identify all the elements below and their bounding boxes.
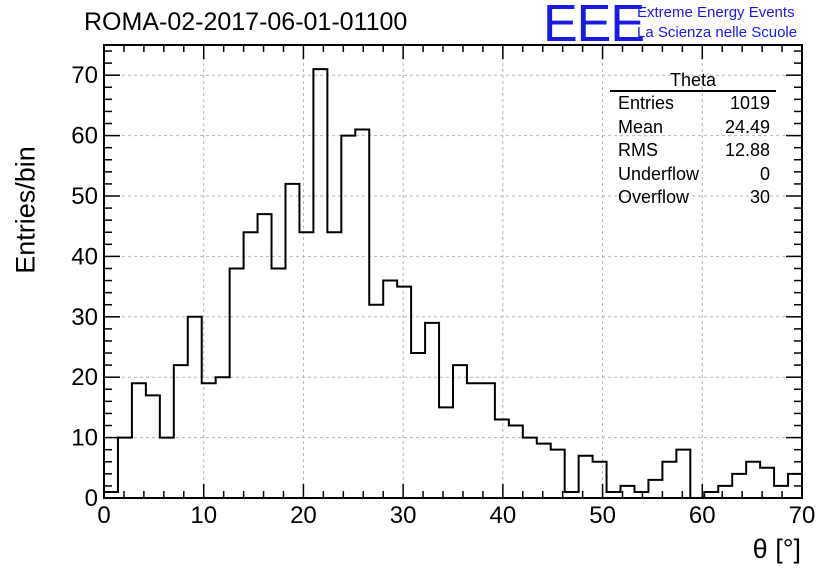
histogram-bin [481,383,495,498]
stats-label: Overflow [618,187,690,207]
y-tick-label: 40 [71,243,98,270]
histogram-bin [118,438,132,498]
histogram-bin [676,450,690,498]
histogram-bin [174,365,188,498]
histogram-bin [718,486,732,498]
stats-box: Theta Entries 1019 Mean 24.49 RMS 12.88 Und… [610,70,776,210]
plot-frame [103,44,803,499]
histogram-bin [355,130,369,498]
histogram-bin [551,450,565,498]
histogram-bin [299,232,313,498]
histogram-bin [746,462,760,498]
y-axis-label-box: Entries/bin [6,110,46,310]
histogram-bin [439,407,453,498]
histogram-outline [103,68,803,499]
histogram-bin [216,377,230,498]
histogram-bin [230,268,244,498]
x-tick-label: 10 [190,502,217,529]
stats-label: Mean [618,116,664,137]
x-tick-label: 40 [490,502,517,529]
eee-logo: EEE [543,0,645,53]
chart-title: ROMA-02-2017-06-01-01100 [84,8,408,36]
stats-label: Underflow [618,163,700,184]
histogram-bin [662,462,676,498]
stats-value: 1019 [729,93,770,113]
x-tick-label: 0 [97,502,110,529]
stats-row: Mean 24.49 [610,116,776,140]
y-tick-label: 10 [71,425,98,452]
histogram-bin [383,281,397,498]
histogram-bin [774,486,788,498]
histogram-bin [369,305,383,498]
histogram-bin [732,474,746,498]
x-axis-label: θ [°] [752,534,801,564]
stats-row: Entries 1019 [610,92,776,116]
stats-label: RMS [618,140,658,160]
tick-labels: 0 10 20 30 40 50 60 70 0 10 20 30 40 50 60 70 [71,62,815,529]
x-tick-label: 30 [390,502,417,529]
histogram-bin [495,419,509,498]
histogram-bin [272,268,286,498]
histogram-bin [397,287,411,498]
y-axis-label: Entries/bin [10,146,41,274]
y-tick-label: 0 [85,485,98,512]
histogram-bin [341,136,355,498]
histogram-bin [132,383,146,498]
histogram-bin [467,383,481,498]
axis-ticks [103,45,803,499]
stats-value: 24.49 [724,116,770,137]
stats-value: 30 [749,187,770,207]
logo-line-2: La Scienza nelle Scuole [637,24,798,41]
stats-value: 0 [759,163,770,184]
stats-label: Entries [618,93,675,113]
x-tick-label: 50 [589,502,616,529]
histogram-bin [648,480,662,498]
y-tick-label: 60 [71,123,98,150]
histogram-bin [244,232,258,498]
histogram-bin [160,438,174,498]
histogram-bin [523,438,537,498]
y-tick-label: 20 [71,364,98,391]
stats-row: RMS 12.88 [610,139,776,163]
histogram-bin [258,214,272,498]
x-tick-label: 60 [689,502,716,529]
histogram-bin [579,456,593,498]
histogram-bin [313,69,327,498]
y-tick-label: 50 [71,183,98,210]
y-tick-label: 70 [71,62,98,89]
histogram-bin [453,365,467,498]
stats-value: 12.88 [724,140,770,160]
histogram-bin [327,232,341,498]
stats-title: Theta [610,70,776,92]
histogram-bin [146,395,160,498]
histogram-bin [509,426,523,498]
x-tick-label: 70 [789,502,816,529]
histogram-bin [188,317,202,498]
stats-row: Underflow 0 [610,163,776,187]
logo-line-1: Extreme Energy Events [637,4,795,21]
logo-caption: Extreme Energy Events La Scienza nelle S… [637,3,797,43]
histogram-bin [593,462,607,498]
y-tick-label: 30 [71,304,98,331]
histogram-bin [537,444,551,498]
x-tick-label: 20 [290,502,317,529]
histogram-bin [425,323,439,498]
histogram-bin [285,184,299,498]
histogram-bin [411,353,425,498]
stats-row: Overflow 30 [610,186,776,210]
